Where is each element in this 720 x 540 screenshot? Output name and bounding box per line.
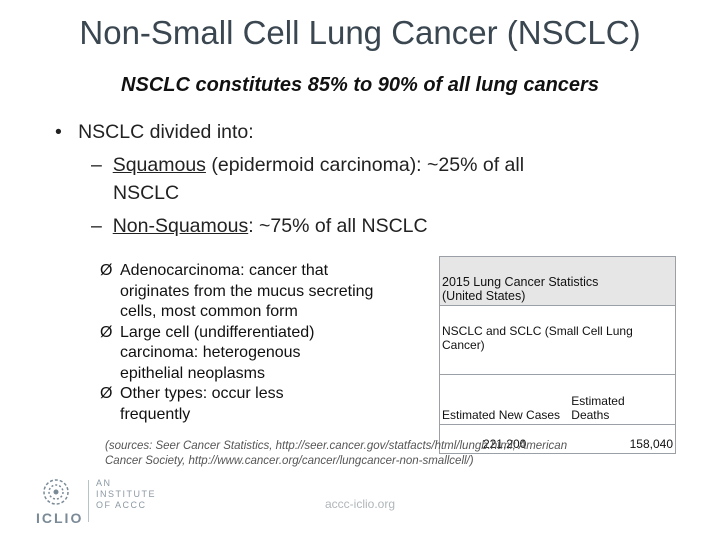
source-line: (sources: Seer Cancer Statistics, http:/…	[105, 440, 568, 452]
non-squamous-term: Non-Squamous	[112, 215, 249, 237]
slide-subtitle: NSCLC constitutes 85% to 90% of all lung…	[121, 74, 599, 96]
bullet-marker: •	[55, 121, 62, 143]
subtype-line: Large cell (undifferentiated)	[120, 323, 315, 341]
table-header-cell: 2015 Lung Cancer Statistics (United Stat…	[439, 256, 676, 306]
subtype-other: Ø Other types: occur less frequently	[100, 384, 420, 425]
subtype-line: carcinoma: heterogenous	[120, 344, 301, 361]
subtype-list: Ø Adenocarcinoma: cancer that originates…	[100, 261, 420, 425]
non-squamous-desc: : ~75% of all NSCLC	[248, 215, 428, 237]
bullet-main: • NSCLC divided into:	[55, 121, 254, 144]
bullet-squamous-cont: NSCLC	[113, 182, 179, 205]
iclio-mark-icon	[43, 479, 69, 505]
slide-title: Non-Small Cell Lung Cancer (NSCLC)	[79, 14, 641, 51]
squamous-desc-cont: NSCLC	[113, 182, 180, 204]
arrow-marker: Ø	[100, 262, 113, 279]
dash-marker: –	[91, 154, 102, 176]
subtype-line: Other types: occur less	[120, 385, 284, 402]
statistics-table: 2015 Lung Cancer Statistics (United Stat…	[439, 256, 677, 454]
squamous-term: Squamous	[112, 154, 206, 176]
subtype-line: Adenocarcinoma: cancer that	[120, 262, 329, 279]
column-label-new-cases: Estimated New Cases	[439, 374, 570, 425]
bullet-non-squamous: – Non-Squamous: ~75% of all NSCLC	[91, 215, 428, 238]
logo-divider	[88, 480, 89, 522]
table-header-line: 2015 Lung Cancer Statistics	[442, 275, 599, 289]
subtype-line: epithelial neoplasms	[120, 364, 265, 382]
table-subheader-line: Cancer)	[442, 338, 485, 352]
source-citation: (sources: Seer Cancer Statistics, http:/…	[105, 439, 625, 468]
subtype-adenocarcinoma: Ø Adenocarcinoma: cancer that originates…	[100, 261, 420, 323]
iclio-logo: ICLIO AN INSTITUTE OF ACCC	[36, 478, 196, 528]
subtype-line: originates from the mucus secreting	[120, 282, 374, 300]
footer-url: accc-iclio.org	[324, 497, 396, 511]
subtype-line: cells, most common form	[120, 303, 298, 320]
source-line: Cancer Society, http://www.cancer.org/ca…	[105, 454, 474, 467]
bullet-squamous: – Squamous (epidermoid carcinoma): ~25% …	[91, 154, 524, 177]
table-header-line: (United States)	[442, 289, 526, 303]
dash-marker: –	[91, 215, 102, 237]
arrow-marker: Ø	[100, 385, 113, 402]
squamous-desc: (epidermoid carcinoma): ~25% of all	[205, 154, 525, 176]
value-deaths: 158,040	[569, 424, 677, 454]
column-label-deaths: Estimated Deaths	[569, 374, 677, 425]
bullet-main-text: NSCLC divided into:	[78, 121, 254, 143]
table-subheader-cell: NSCLC and SCLC (Small Cell Lung Cancer)	[439, 305, 676, 375]
logo-wordmark: ICLIO	[36, 510, 84, 526]
value-new-cases: 221,200	[439, 424, 570, 454]
subtype-line: frequently	[120, 405, 191, 423]
arrow-marker: Ø	[100, 323, 113, 341]
subtype-large-cell: Ø Large cell (undifferentiated) carcinom…	[100, 323, 420, 385]
logo-tagline: AN INSTITUTE OF ACCC	[96, 478, 156, 510]
table-subheader-line: NSCLC and SCLC (Small Cell Lung	[442, 324, 633, 338]
